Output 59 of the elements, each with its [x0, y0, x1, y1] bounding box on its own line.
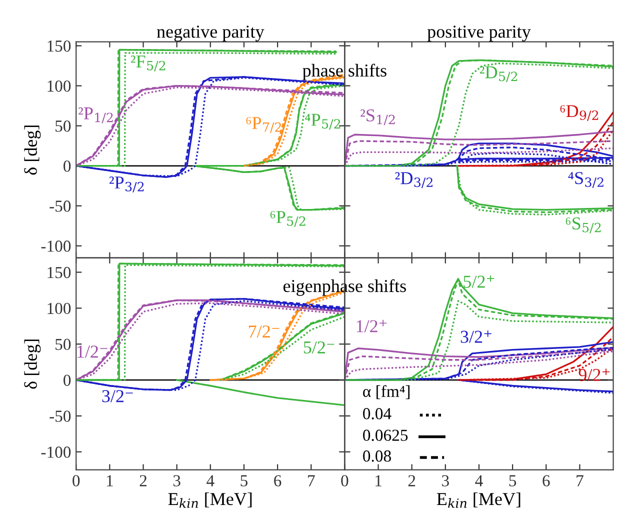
- series-label: ⁶S$_{5/2}$: [566, 217, 601, 234]
- x-tick-label: 6: [542, 475, 550, 486]
- y-tick-label: 0: [64, 160, 71, 172]
- series-label: ²S$_{1/2}$: [360, 109, 395, 126]
- x-tick-label: 3: [173, 475, 180, 486]
- x-tick-label: 1: [376, 475, 382, 486]
- x-tick-label: 0: [72, 475, 80, 486]
- x-tick-label: 2: [140, 475, 146, 486]
- series-label: 7/2⁻: [249, 325, 280, 338]
- series-label: ⁶P$_{5/2}$: [270, 211, 306, 227]
- x-tick-label: 4: [206, 475, 214, 486]
- x-tick-label: 7: [308, 475, 315, 486]
- series-label: ⁶P$_{7/2}$: [246, 117, 282, 133]
- x-axis-title: E$_{kin}$ [MeV]: [168, 492, 252, 508]
- series-label: ⁴P$_{5/2}$: [305, 114, 340, 130]
- x-tick-label: 5: [509, 475, 516, 486]
- x-tick-label: 3: [442, 475, 449, 486]
- series-label: ⁶D$_{9/2}$: [560, 105, 598, 121]
- series-label: 5/2⁺: [464, 275, 494, 288]
- x-tick-label: 4: [475, 475, 483, 486]
- annotation: α [fm⁴]: [363, 385, 410, 400]
- series-label: ⁴S$_{3/2}$: [568, 172, 604, 188]
- series-label: 5/2⁻: [304, 341, 334, 354]
- series-label: 3/2⁻: [102, 390, 133, 402]
- y-tick-label: -100: [41, 240, 71, 252]
- series-label: ²D$_{5/2}$: [480, 66, 518, 82]
- series-label: ²P$_{1/2}$: [78, 107, 113, 124]
- series-label: 1/2⁺: [356, 320, 387, 332]
- x-tick-label: 7: [576, 475, 584, 486]
- y-axis-title: δ [deg]: [24, 340, 41, 389]
- chart-title: positive parity: [427, 26, 531, 42]
- series-label: ²F$_{5/2}$: [130, 55, 166, 72]
- y-tick-label: -50: [50, 200, 71, 212]
- x-tick-label: 1: [106, 475, 113, 486]
- y-tick-label: 150: [48, 266, 71, 278]
- y-tick-label: 0: [64, 374, 71, 386]
- series-label: ²P$_{3/2}$: [110, 176, 144, 192]
- x-tick-label: 0: [341, 475, 348, 486]
- annotation: 0.0625: [363, 430, 408, 441]
- y-tick-label: -50: [50, 410, 71, 422]
- series-label: 9/2⁺: [578, 368, 610, 382]
- y-tick-label: 150: [48, 40, 71, 52]
- y-tick-label: 100: [48, 80, 71, 92]
- x-tick-label: 5: [240, 475, 248, 486]
- x-tick-label: 6: [274, 475, 282, 486]
- annotation: 0.08: [363, 450, 391, 462]
- chart-title: negative parity: [156, 26, 264, 42]
- y-tick-label: 100: [48, 302, 71, 314]
- x-axis-title: E$_{kin}$ [MeV]: [436, 492, 520, 508]
- y-tick-label: -100: [41, 446, 71, 458]
- y-axis-title: δ [deg]: [24, 126, 41, 175]
- series-label: ²D$_{3/2}$: [395, 172, 432, 188]
- series-label: 1/2⁻: [78, 346, 108, 358]
- text: phase shifts: [302, 64, 386, 80]
- y-tick-label: 50: [56, 120, 71, 132]
- y-tick-label: 50: [56, 338, 71, 350]
- x-tick-label: 2: [408, 475, 416, 486]
- annotation: 0.04: [363, 408, 392, 420]
- series-label: 3/2⁺: [460, 330, 492, 343]
